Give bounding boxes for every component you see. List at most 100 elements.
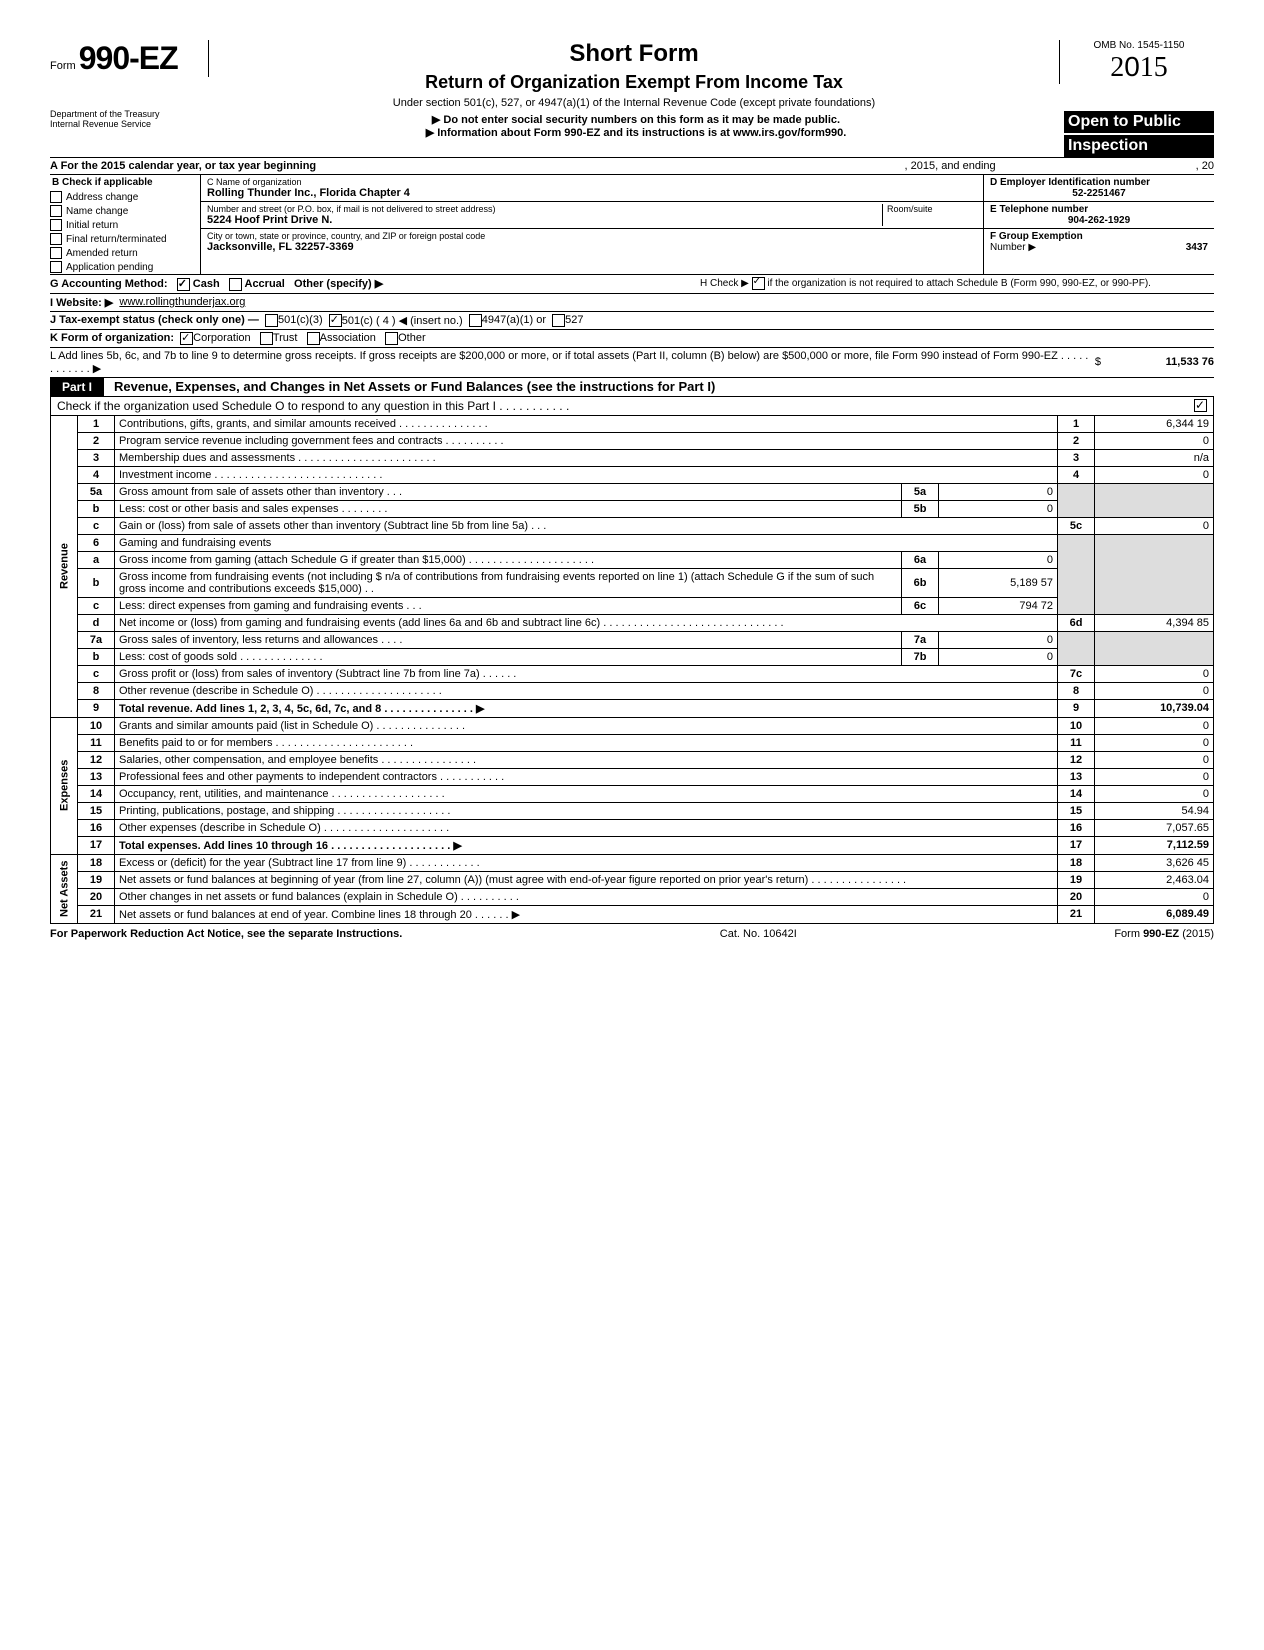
grp-row: F Group Exemption Number ▶ 3437 [984,229,1214,255]
line-14-desc: Occupancy, rent, utilities, and maintena… [115,785,1058,802]
row-h-tail: if the organization is not required to a… [767,278,1151,289]
chk-h[interactable] [752,277,765,290]
line-15-amt: 54.94 [1095,802,1214,819]
netassets-side-label: Net Assets [51,854,78,923]
row-a-prefix: A For the 2015 calendar year, or tax yea… [50,160,316,172]
chk-application-pending[interactable]: Application pending [50,260,200,274]
grp-num-label: Number ▶ [990,242,1036,253]
chk-trust[interactable] [260,332,273,345]
part1-header: Part I Revenue, Expenses, and Changes in… [50,378,1214,396]
chk-other-org[interactable] [385,332,398,345]
chk-address-change[interactable]: Address change [50,190,200,204]
chk-4947[interactable] [469,314,482,327]
tax-year: 2015 [1064,51,1214,84]
row-l: L Add lines 5b, 6c, and 7b to line 9 to … [50,348,1214,378]
chk-final-return[interactable]: Final return/terminated [50,232,200,246]
open-public: Open to Public Inspection [1064,109,1214,157]
title-main: Short Form [229,40,1039,68]
chk-cash[interactable] [177,278,190,291]
line-21-amt: 6,089.49 [1095,905,1214,923]
row-l-text: L Add lines 5b, 6c, and 7b to line 9 to … [50,350,1092,375]
section-bcd: B Check if applicable Address change Nam… [50,175,1214,275]
tel-row: E Telephone number 904-262-1929 [984,202,1214,229]
dept-left: Department of the Treasury Internal Reve… [50,109,208,157]
tel-label: E Telephone number [990,204,1208,215]
line-9-amt: 10,739.04 [1095,699,1214,717]
line-1-amt: 6,344 19 [1095,415,1214,432]
title-under: Under section 501(c), 527, or 4947(a)(1)… [229,97,1039,109]
line-2-amt: 0 [1095,432,1214,449]
line-14-amt: 0 [1095,785,1214,802]
row-h-text: H Check ▶ [700,278,749,289]
line-18-desc: Excess or (deficit) for the year (Subtra… [115,854,1058,871]
row-l-amount: 11,533 76 [1104,356,1214,368]
line-8-desc: Other revenue (describe in Schedule O) .… [115,682,1058,699]
line-11-amt: 0 [1095,734,1214,751]
city-label: City or town, state or province, country… [207,231,977,241]
website-value: www.rollingthunderjax.org [119,296,245,308]
city-value: Jacksonville, FL 32257-3369 [207,241,977,253]
part1-tag: Part I [50,378,104,396]
chk-assoc[interactable] [307,332,320,345]
col-b-header: B Check if applicable [50,175,200,190]
line-6c-desc: Less: direct expenses from gaming and fu… [115,597,902,614]
part1-title: Revenue, Expenses, and Changes in Net As… [104,379,715,394]
title-sub: Return of Organization Exempt From Incom… [229,72,1039,93]
org-name: Rolling Thunder Inc., Florida Chapter 4 [207,187,977,199]
chk-name-change[interactable]: Name change [50,204,200,218]
row-g-label: G Accounting Method: [50,278,168,290]
title-center: Short Form Return of Organization Exempt… [209,40,1059,109]
chk-initial-return[interactable]: Initial return [50,218,200,232]
col-b: B Check if applicable Address change Nam… [50,175,201,274]
addr-row: Number and street (or P.O. box, if mail … [201,202,983,229]
form-number: 990-EZ [79,40,178,76]
footer: For Paperwork Reduction Act Notice, see … [50,928,1214,940]
line-2-desc: Program service revenue including govern… [115,432,1058,449]
line-4-amt: 0 [1095,466,1214,483]
row-k-label: K Form of organization: [50,332,174,344]
part1-check-row: Check if the organization used Schedule … [50,396,1214,415]
line-7a-amt: 0 [939,631,1058,648]
line-10-amt: 0 [1095,717,1214,734]
chk-527[interactable] [552,314,565,327]
chk-501c[interactable] [329,314,342,327]
line-20-amt: 0 [1095,888,1214,905]
line-5b-desc: Less: cost or other basis and sales expe… [115,500,902,517]
ein-row: D Employer Identification number 52-2251… [984,175,1214,202]
row-a-tax-year: A For the 2015 calendar year, or tax yea… [50,158,1214,175]
expenses-side-label: Expenses [51,717,78,854]
dept-row: Department of the Treasury Internal Reve… [50,109,1214,158]
revenue-side-label: Revenue [51,415,78,717]
chk-accrual[interactable] [229,278,242,291]
part1-check-text: Check if the organization used Schedule … [57,399,1194,413]
row-j-label: J Tax-exempt status (check only one) — [50,314,259,326]
col-c: C Name of organization Rolling Thunder I… [201,175,984,274]
chk-corp[interactable] [180,332,193,345]
line-19-amt: 2,463.04 [1095,871,1214,888]
dept-instructions: ▶ Do not enter social security numbers o… [208,109,1064,157]
part1-table: Revenue 1Contributions, gifts, grants, a… [50,415,1214,924]
chk-501c3[interactable] [265,314,278,327]
title-right: OMB No. 1545-1150 2015 [1059,40,1214,84]
line-6b-desc: Gross income from fundraising events (no… [115,568,902,597]
line-16-desc: Other expenses (describe in Schedule O) … [115,819,1058,836]
line-5c-amt: 0 [1095,517,1214,534]
line-6d-amt: 4,394 85 [1095,614,1214,631]
open-public-1: Open to Public [1064,111,1214,133]
row-a-mid: , 2015, and ending [905,160,996,172]
line-1-desc: Contributions, gifts, grants, and simila… [115,415,1058,432]
addr-value: 5224 Hoof Print Drive N. [207,214,882,226]
line-6a-desc: Gross income from gaming (attach Schedul… [115,551,902,568]
row-j: J Tax-exempt status (check only one) — 5… [50,312,1214,330]
line-10-desc: Grants and similar amounts paid (list in… [115,717,1058,734]
chk-amended-return[interactable]: Amended return [50,246,200,260]
line-17-desc: Total expenses. Add lines 10 through 16 … [115,836,1058,854]
line-8-amt: 0 [1095,682,1214,699]
chk-schedule-o[interactable] [1194,399,1207,412]
open-public-2: Inspection [1064,135,1214,157]
dept-line1: Department of the Treasury [50,109,200,119]
instr2: ▶ Information about Form 990-EZ and its … [228,126,1044,139]
ein-label: D Employer Identification number [990,177,1208,188]
org-name-label: C Name of organization [207,177,977,187]
footer-mid: Cat. No. 10642I [720,928,797,940]
